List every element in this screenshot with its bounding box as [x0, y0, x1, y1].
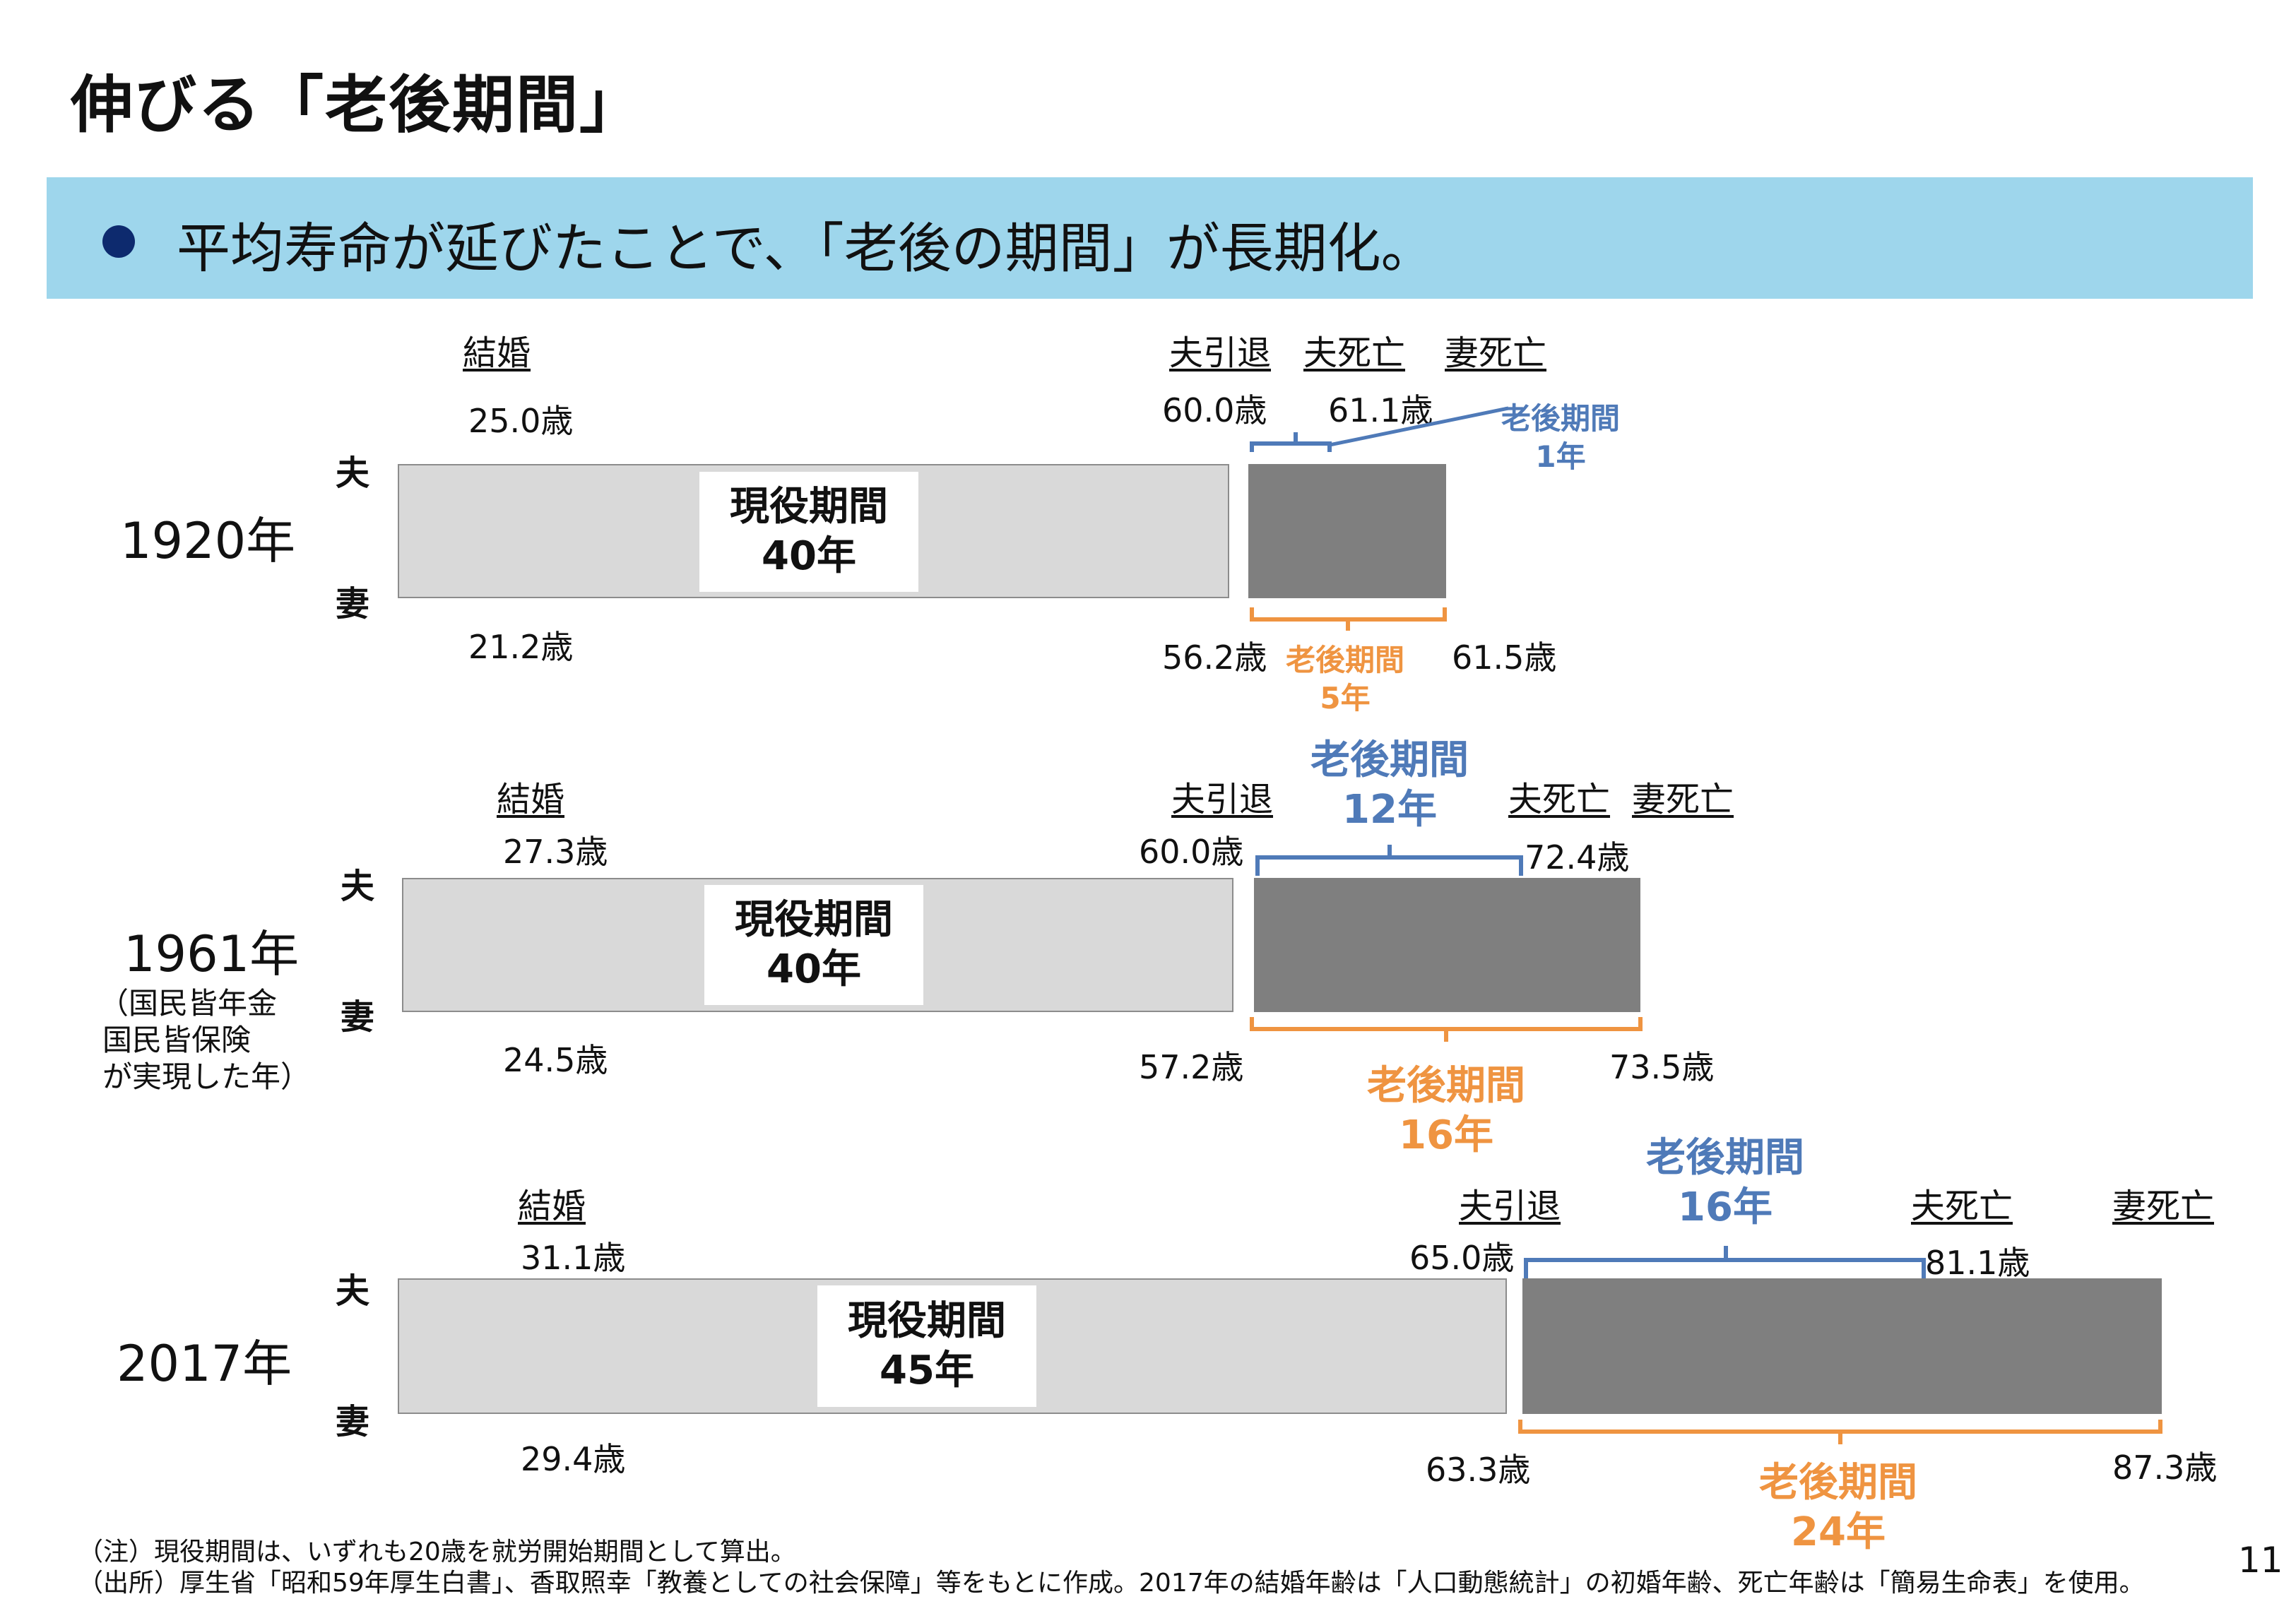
husband-label: 夫	[336, 453, 370, 493]
husband-retire-period-years: 12年	[1342, 787, 1437, 833]
wife-retire-period-years: 16年	[1399, 1112, 1493, 1158]
footnote-source: （出所）厚生省「昭和59年厚生白書」、香取照幸「教養としての社会保障」等をもとに…	[78, 1569, 2145, 1598]
husband-retire-leader	[1329, 406, 1509, 447]
page-number: 11	[2238, 1540, 2283, 1581]
husband-retire-period-label: 老後期間	[1310, 737, 1469, 783]
wife-retire-period-label: 老後期間	[1759, 1460, 1917, 1506]
husband-death-label: 夫死亡	[1303, 333, 1406, 373]
wife-retire-period: 老後期間 24年	[1759, 1458, 1917, 1557]
footnote-note: （注）現役期間は、いずれも20歳を就労開始期間として算出。	[78, 1538, 796, 1567]
husband-retire-age: 60.0歳	[1162, 391, 1267, 429]
work-period-label: 現役期間	[735, 897, 893, 943]
husband-marriage-age: 27.3歳	[503, 833, 608, 871]
wife-marriage-age: 24.5歳	[503, 1041, 608, 1079]
wife-retire-period-years: 24年	[1791, 1509, 1886, 1555]
year-note-line-2: 国民皆保険	[102, 1023, 252, 1057]
summary-banner	[47, 177, 2253, 299]
work-period-years: 45年	[880, 1348, 974, 1393]
wife-retire-age: 63.3歳	[1426, 1451, 1531, 1489]
year-label-1961: 1961年	[124, 925, 300, 983]
wife-marriage-age: 21.2歳	[468, 628, 574, 666]
wife-death-label: 妻死亡	[1632, 780, 1734, 819]
husband-retire-period: 老後期間 1年	[1501, 400, 1620, 476]
husband-retire-label: 夫引退	[1459, 1187, 1561, 1226]
husband-label: 夫	[341, 867, 375, 906]
marriage-label: 結婚	[497, 780, 565, 819]
wife-retire-period: 老後期間 5年	[1286, 641, 1404, 718]
husband-marriage-age: 25.0歳	[468, 402, 574, 440]
husband-retire-bracket	[1255, 845, 1523, 876]
work-period-years: 40年	[762, 533, 856, 579]
marriage-label: 結婚	[518, 1187, 586, 1226]
wife-retire-period-label: 老後期間	[1367, 1063, 1525, 1109]
wife-death-age: 73.5歳	[1609, 1048, 1715, 1086]
husband-death-age: 72.4歳	[1525, 838, 1630, 876]
wife-retire-bracket	[1250, 1017, 1643, 1042]
husband-retire-age: 65.0歳	[1409, 1239, 1515, 1277]
wife-retire-age: 57.2歳	[1139, 1048, 1244, 1086]
wife-marriage-age: 29.4歳	[521, 1440, 626, 1478]
husband-death-age: 81.1歳	[1925, 1244, 2030, 1282]
year-label-2017: 2017年	[117, 1335, 292, 1393]
retirement-period-bar	[1254, 878, 1640, 1012]
banner-text: 平均寿命が延びたことで、「老後の期間」が長期化。	[177, 217, 1435, 280]
wife-death-age: 61.5歳	[1452, 638, 1557, 677]
husband-retire-period: 老後期間 16年	[1646, 1134, 1804, 1232]
wife-retire-period-years: 5年	[1320, 681, 1371, 715]
husband-retire-period-years: 1年	[1535, 439, 1586, 474]
work-period-label: 現役期間	[848, 1298, 1006, 1344]
bullet-icon	[102, 225, 135, 258]
work-period-box: 現役期間 45年	[817, 1285, 1036, 1407]
work-period-years: 40年	[767, 946, 861, 992]
husband-death-label: 夫死亡	[1508, 780, 1611, 819]
wife-death-label: 妻死亡	[2112, 1187, 2215, 1226]
wife-retire-bracket	[1518, 1420, 2162, 1444]
marriage-label: 結婚	[463, 333, 531, 373]
husband-retire-label: 夫引退	[1171, 780, 1274, 819]
retirement-period-bar	[1248, 464, 1446, 598]
wife-death-age: 87.3歳	[2112, 1449, 2218, 1487]
year-note-line-3: が実現した年）	[102, 1059, 311, 1094]
husband-retire-period-label: 老後期間	[1501, 401, 1621, 436]
page-title: 伸びる「老後期間」	[71, 69, 644, 141]
wife-label: 妻	[341, 997, 375, 1037]
wife-retire-period-label: 老後期間	[1286, 643, 1405, 677]
husband-death-age: 61.1歳	[1328, 391, 1433, 429]
husband-death-label: 夫死亡	[1911, 1187, 2013, 1226]
husband-retire-label: 夫引退	[1169, 333, 1272, 373]
wife-retire-age: 56.2歳	[1162, 638, 1267, 677]
work-period-label: 現役期間	[730, 484, 888, 530]
year-label-1920: 1920年	[120, 512, 296, 570]
husband-retire-period-years: 16年	[1678, 1184, 1773, 1230]
wife-death-label: 妻死亡	[1445, 333, 1547, 373]
husband-retire-period-label: 老後期間	[1646, 1135, 1804, 1181]
husband-retire-period: 老後期間 12年	[1310, 736, 1469, 835]
wife-retire-period: 老後期間 16年	[1367, 1062, 1525, 1160]
wife-label: 妻	[336, 1402, 370, 1442]
work-period-box: 現役期間 40年	[699, 472, 918, 592]
husband-retire-bracket	[1524, 1246, 1926, 1278]
wife-retire-bracket	[1250, 607, 1447, 631]
retirement-period-bar	[1522, 1278, 2162, 1414]
work-period-box: 現役期間 40年	[704, 885, 923, 1005]
husband-label: 夫	[336, 1271, 370, 1311]
wife-label: 妻	[336, 584, 370, 624]
year-note-line-1: （国民皆年金	[99, 986, 278, 1021]
husband-marriage-age: 31.1歳	[521, 1239, 626, 1277]
husband-retire-age: 60.0歳	[1139, 833, 1244, 871]
